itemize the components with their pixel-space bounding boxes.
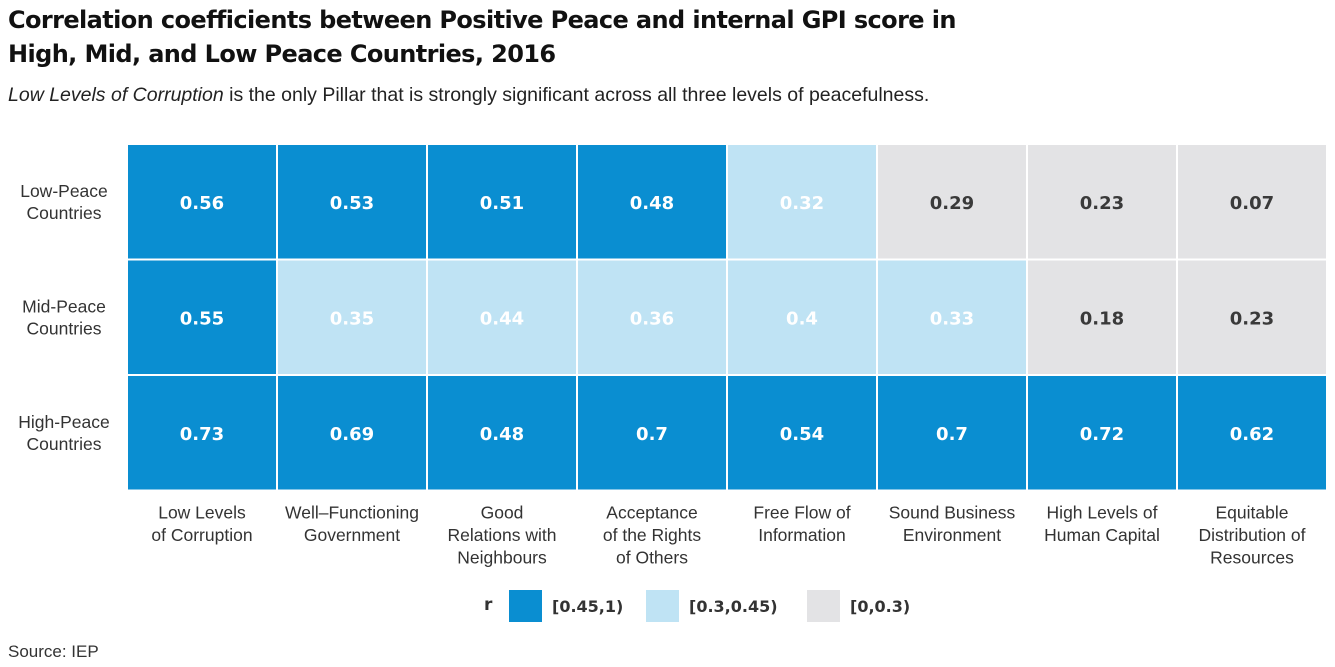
cell-value-label: 0.7 xyxy=(636,424,668,445)
cell-value-label: 0.73 xyxy=(180,424,224,445)
cell-value-label: 0.36 xyxy=(630,308,674,329)
heatmap-cell xyxy=(878,376,1026,490)
legend-swatch-low xyxy=(807,590,840,622)
heatmap-cell xyxy=(878,145,1026,259)
legend-item-high: [0.45,1) xyxy=(509,590,623,622)
column-label: Well–Functioning Government xyxy=(285,503,419,546)
cell-value-label: 0.48 xyxy=(480,424,524,445)
cell-value-label: 0.35 xyxy=(330,308,374,329)
heatmap-cell xyxy=(1178,260,1326,374)
cell-value-label: 0.23 xyxy=(1230,308,1274,329)
cell-value-label: 0.07 xyxy=(1230,193,1274,214)
column-label: Free Flow of Information xyxy=(753,503,850,546)
cell-value-label: 0.62 xyxy=(1230,424,1274,445)
legend-swatch-mid xyxy=(646,590,679,622)
column-label: Acceptance of the Rights of Others xyxy=(603,503,701,568)
cell-value-label: 0.51 xyxy=(480,193,524,214)
legend-item-mid: [0.3,0.45) xyxy=(646,590,778,622)
chart-title-line-2: High, Mid, and Low Peace Countries, 2016 xyxy=(8,40,556,68)
cell-value-label: 0.33 xyxy=(930,308,974,329)
heatmap-cell xyxy=(1028,145,1176,259)
legend-title: r xyxy=(484,595,493,615)
heatmap-cell xyxy=(578,376,726,490)
cell-value-label: 0.72 xyxy=(1080,424,1124,445)
heatmap-cell xyxy=(578,145,726,259)
legend-swatch-high xyxy=(509,590,542,622)
heatmap-cell xyxy=(428,260,576,374)
heatmap-cell xyxy=(278,260,426,374)
cell-value-label: 0.4 xyxy=(786,308,818,329)
heatmap-cell xyxy=(728,260,876,374)
row-label: Mid-Peace Countries xyxy=(22,296,106,338)
column-label: Sound Business Environment xyxy=(889,503,1016,546)
heatmap-cell xyxy=(428,376,576,490)
heatmap-cell xyxy=(1028,376,1176,490)
column-label: Equitable Distribution of Resources xyxy=(1199,503,1306,568)
cell-value-label: 0.29 xyxy=(930,193,974,214)
legend-item-low: [0,0.3) xyxy=(807,590,910,622)
column-label: Low Levels of Corruption xyxy=(151,503,252,546)
source-note: Source: IEP xyxy=(8,642,99,661)
heatmap-cell xyxy=(278,376,426,490)
subtitle-rest: is the only Pillar that is strongly sign… xyxy=(223,84,930,106)
chart-title: Correlation coefficients between Positiv… xyxy=(8,3,1208,71)
cell-value-label: 0.48 xyxy=(630,193,674,214)
heatmap-cell xyxy=(1178,145,1326,259)
row-label: High-Peace Countries xyxy=(18,412,109,454)
subtitle-italic: Low Levels of Corruption xyxy=(8,84,224,106)
heatmap-cell xyxy=(1178,376,1326,490)
heatmap-cell xyxy=(128,145,276,259)
heatmap-cell xyxy=(128,376,276,490)
cell-value-label: 0.54 xyxy=(780,424,824,445)
chart-title-line-1: Correlation coefficients between Positiv… xyxy=(8,6,956,34)
cell-value-label: 0.23 xyxy=(1080,193,1124,214)
heatmap-chart: 0.56 0.53 0.51 0.48 0.32 0.29 0.23 0.07 0.55 0.35… xyxy=(18,145,1326,568)
cell-value-label: 0.53 xyxy=(330,193,374,214)
heatmap-cell xyxy=(878,260,1026,374)
heatmap-cell xyxy=(728,145,876,259)
row-label: Low-Peace Countries xyxy=(20,181,108,223)
cell-value-label: 0.7 xyxy=(936,424,968,445)
cell-value-label: 0.18 xyxy=(1080,308,1124,329)
cell-value-label: 0.56 xyxy=(180,193,224,214)
cell-value-label: 0.55 xyxy=(180,308,224,329)
heatmap-cell xyxy=(1028,260,1176,374)
heatmap-cell xyxy=(728,376,876,490)
column-label: Good Relations with Neighbours xyxy=(448,503,557,568)
cell-value-label: 0.32 xyxy=(780,193,824,214)
cell-value-label: 0.44 xyxy=(480,308,524,329)
legend-label-mid: [0.3,0.45) xyxy=(689,596,778,616)
column-label: High Levels of Human Capital xyxy=(1044,503,1160,546)
heatmap-cell xyxy=(428,145,576,259)
heatmap-cell xyxy=(278,145,426,259)
heatmap-cell xyxy=(578,260,726,374)
heatmap-cell xyxy=(128,260,276,374)
cell-value-label: 0.69 xyxy=(330,424,374,445)
chart-subtitle: Low Levels of Corruption is the only Pil… xyxy=(8,84,929,107)
legend-label-high: [0.45,1) xyxy=(552,596,624,616)
legend-label-low: [0,0.3) xyxy=(850,596,911,616)
